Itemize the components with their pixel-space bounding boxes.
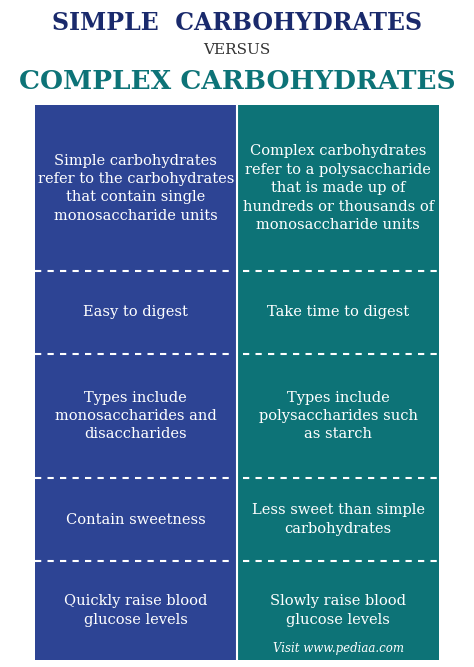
- Text: Simple carbohydrates
refer to the carbohydrates
that contain single
monosacchari: Simple carbohydrates refer to the carboh…: [37, 153, 234, 223]
- Bar: [35, 271, 237, 354]
- Bar: [237, 478, 439, 561]
- Text: Contain sweetness: Contain sweetness: [66, 512, 206, 526]
- Text: COMPLEX CARBOHYDRATES: COMPLEX CARBOHYDRATES: [18, 69, 456, 94]
- Bar: [237, 271, 439, 354]
- Text: SIMPLE  CARBOHYDRATES: SIMPLE CARBOHYDRATES: [52, 11, 422, 35]
- Text: Less sweet than simple
carbohydrates: Less sweet than simple carbohydrates: [252, 504, 425, 536]
- Text: Easy to digest: Easy to digest: [83, 305, 188, 319]
- Bar: [237, 105, 439, 271]
- Text: Complex carbohydrates
refer to a polysaccharide
that is made up of
hundreds or t: Complex carbohydrates refer to a polysac…: [243, 145, 434, 232]
- Text: Visit www.pediaa.com: Visit www.pediaa.com: [273, 642, 404, 655]
- Text: Types include
polysaccharides such
as starch: Types include polysaccharides such as st…: [259, 391, 418, 442]
- Text: Quickly raise blood
glucose levels: Quickly raise blood glucose levels: [64, 594, 208, 627]
- Bar: [35, 105, 237, 271]
- Bar: [35, 478, 237, 561]
- Text: VERSUS: VERSUS: [203, 43, 271, 57]
- Text: Types include
monosaccharides and
disaccharides: Types include monosaccharides and disacc…: [55, 391, 217, 442]
- Bar: [237, 354, 439, 478]
- Text: Slowly raise blood
glucose levels: Slowly raise blood glucose levels: [270, 594, 406, 627]
- Bar: [35, 354, 237, 478]
- Text: Take time to digest: Take time to digest: [267, 305, 409, 319]
- Bar: [237, 561, 439, 660]
- Bar: [35, 561, 237, 660]
